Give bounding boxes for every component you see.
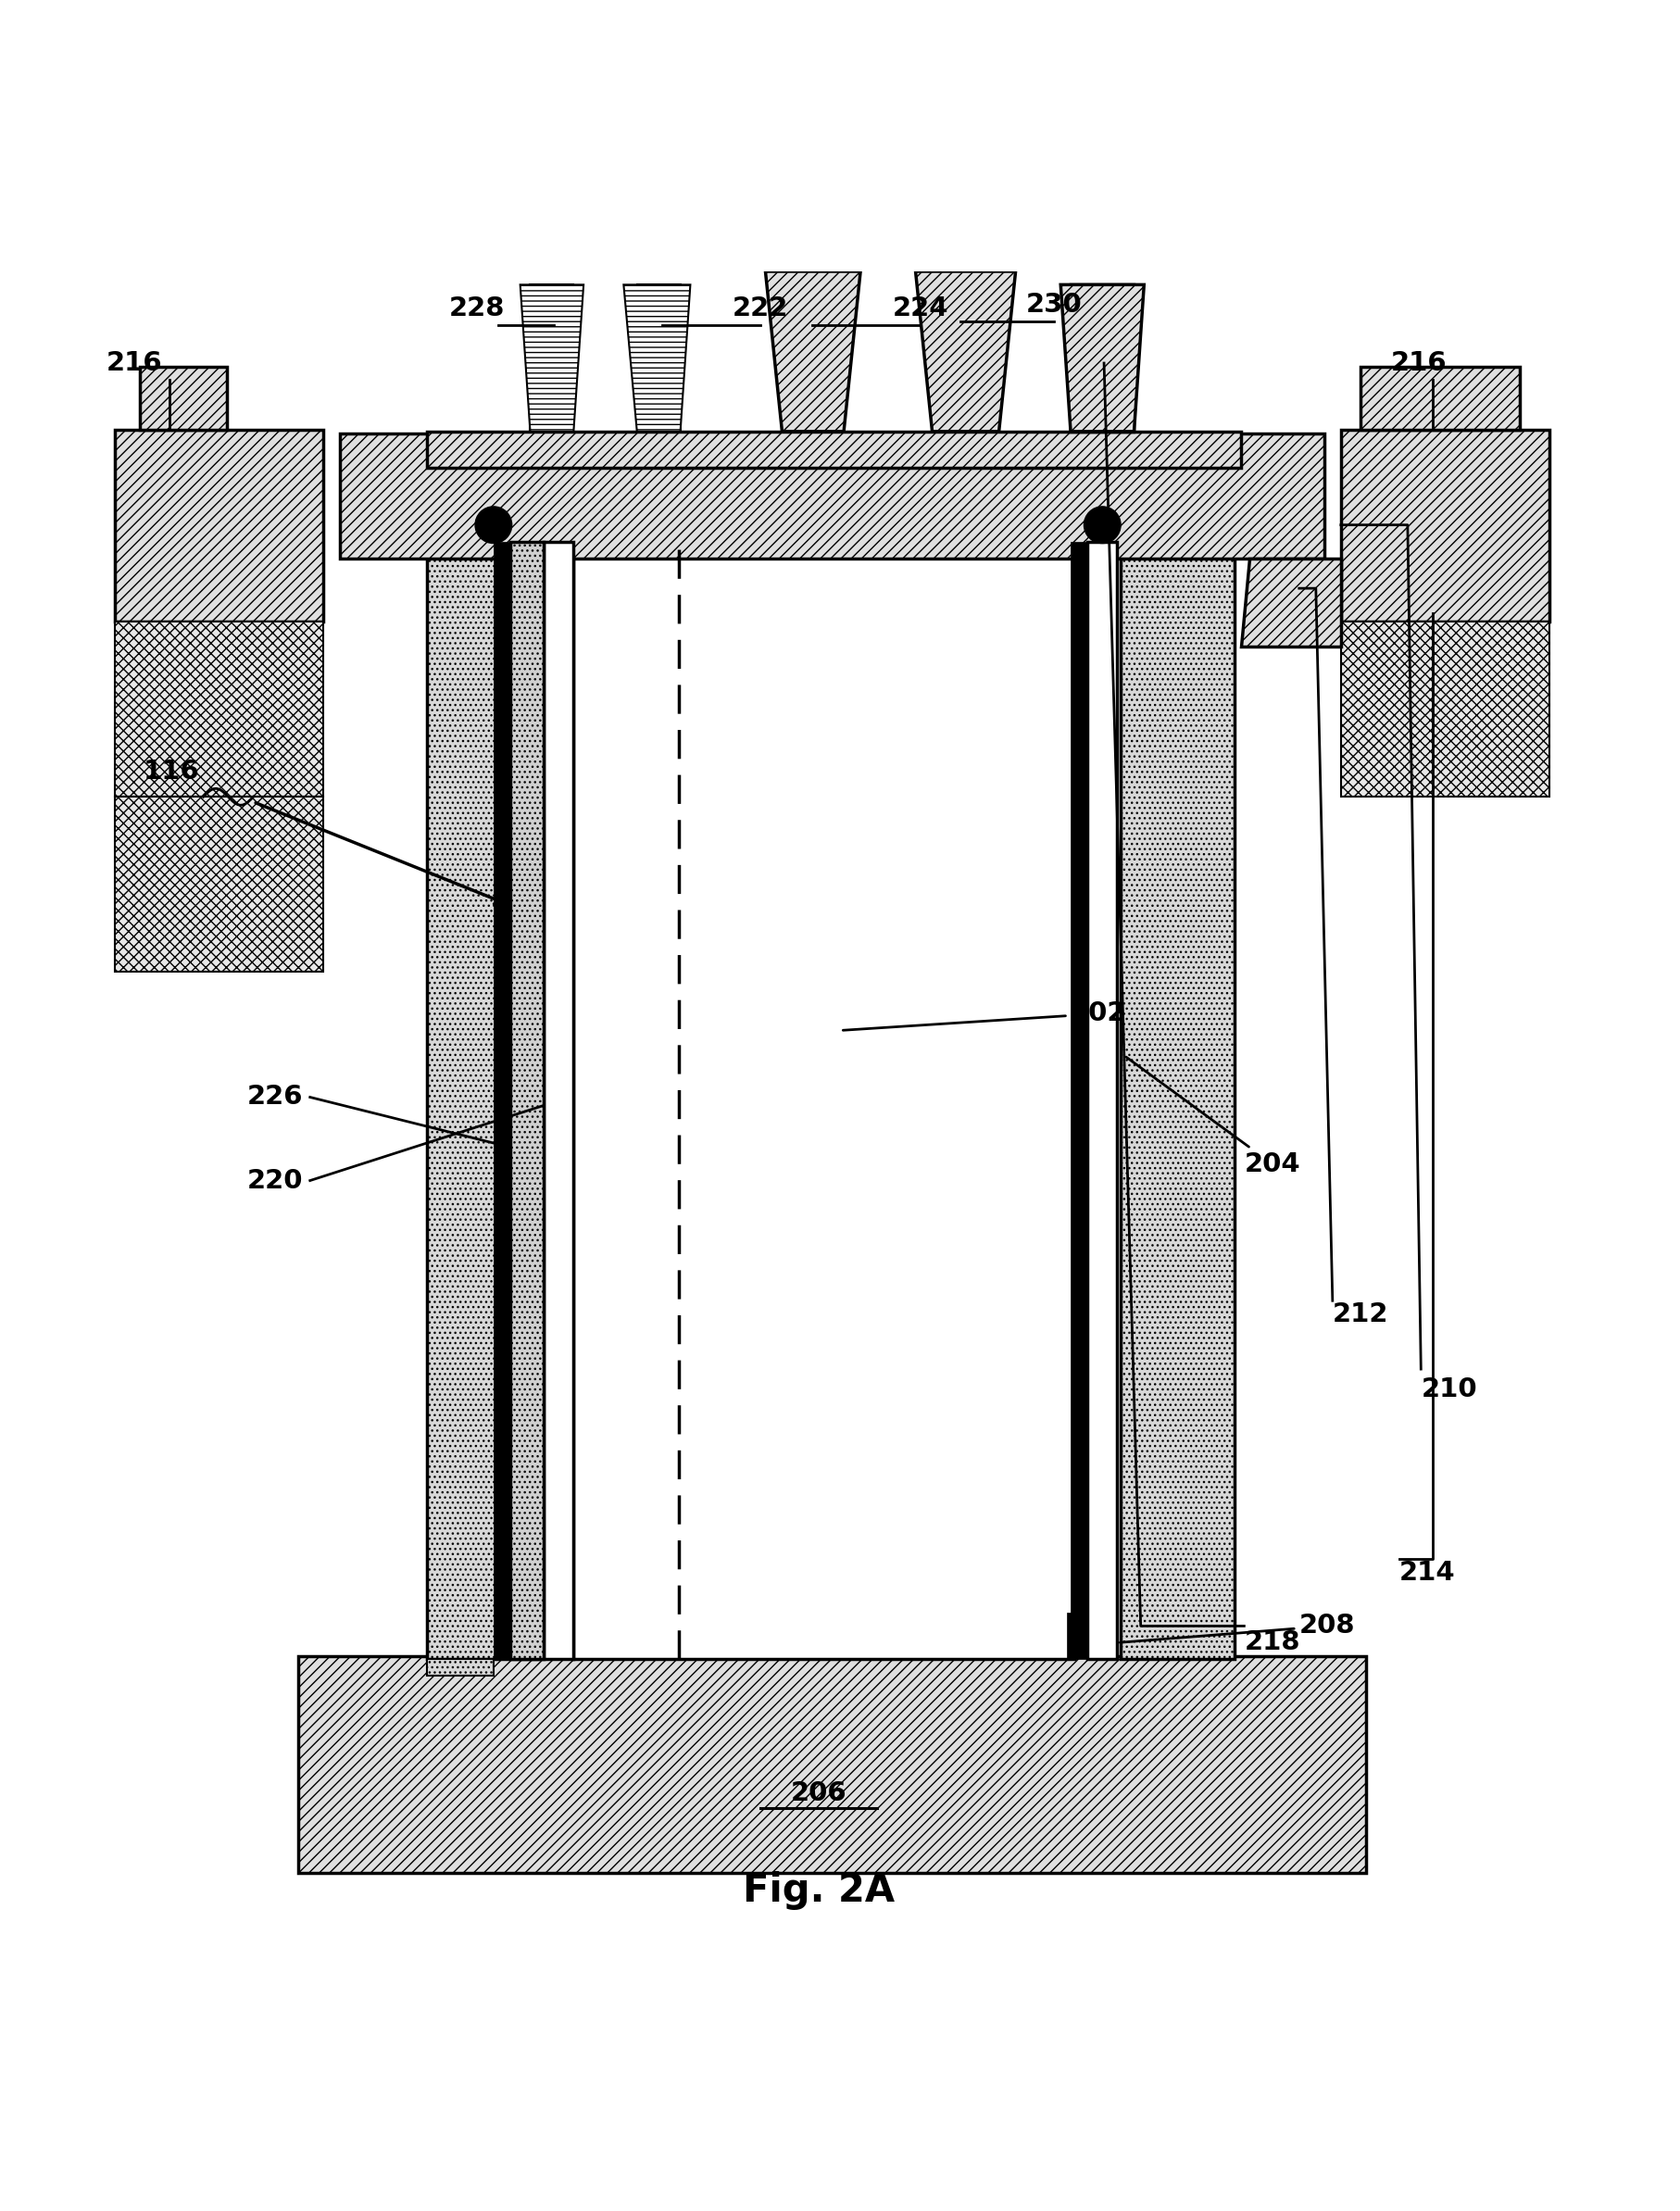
Bar (427, 1660, 494, 1676)
Bar (1121, 542, 1233, 1660)
Bar (1341, 429, 1549, 621)
Polygon shape (764, 272, 860, 431)
Bar (529, 285, 573, 431)
Text: 210: 210 (1420, 1375, 1477, 1402)
Circle shape (1084, 506, 1121, 544)
Bar (543, 542, 573, 1660)
Polygon shape (1060, 285, 1144, 431)
Text: 204: 204 (1126, 1057, 1300, 1176)
Text: 218: 218 (1243, 1630, 1299, 1656)
Text: 208: 208 (1119, 1614, 1354, 1643)
Text: 216: 216 (1389, 349, 1446, 376)
Polygon shape (1240, 559, 1341, 646)
Bar (139, 367, 227, 429)
Bar (114, 796, 323, 973)
Polygon shape (623, 285, 690, 431)
Polygon shape (519, 285, 583, 431)
Bar (573, 542, 1074, 1660)
Text: 222: 222 (732, 296, 788, 321)
Bar (511, 542, 543, 1660)
Text: Fig. 2A: Fig. 2A (743, 1871, 894, 1910)
Polygon shape (916, 272, 1015, 431)
Bar (1087, 542, 1117, 1660)
Bar (114, 429, 323, 621)
Text: 228: 228 (449, 296, 504, 321)
Circle shape (475, 506, 512, 544)
Text: 220: 220 (247, 1167, 302, 1194)
Bar (1067, 1612, 1077, 1660)
Bar (637, 285, 680, 431)
Bar (427, 431, 1240, 469)
Text: 226: 226 (247, 1083, 302, 1110)
Bar (1361, 367, 1519, 429)
Bar (1070, 285, 1134, 431)
Text: 216: 216 (106, 349, 163, 376)
Bar (1070, 542, 1087, 1660)
Text: 202: 202 (843, 1002, 1126, 1030)
Text: 224: 224 (892, 296, 948, 321)
Text: 206: 206 (790, 1780, 847, 1806)
Bar (297, 1656, 1366, 1873)
Text: 212: 212 (1332, 1300, 1388, 1327)
Bar (339, 433, 1324, 559)
Text: 116: 116 (143, 758, 200, 785)
Text: 230: 230 (1025, 292, 1082, 318)
Bar (1341, 621, 1549, 796)
Bar (114, 621, 323, 796)
Text: 214: 214 (1398, 1559, 1455, 1585)
Bar (427, 542, 539, 1660)
Bar (494, 542, 511, 1660)
